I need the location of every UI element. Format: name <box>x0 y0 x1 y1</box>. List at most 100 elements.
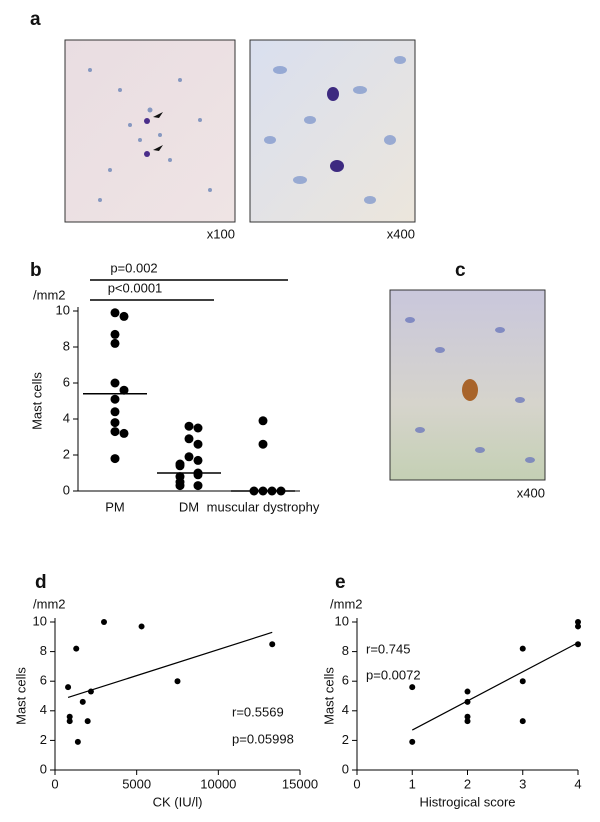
y-tick-label: 10 <box>56 302 70 317</box>
magnification: x400 <box>387 226 415 241</box>
y-tick-label: 4 <box>63 410 70 425</box>
data-point <box>110 454 120 464</box>
x-tick-label: muscular dystrophy <box>207 499 320 514</box>
y-tick-label: 2 <box>63 446 70 461</box>
data-point <box>73 645 80 652</box>
y-tick-label: 8 <box>342 643 349 658</box>
data-point <box>101 619 107 625</box>
y-tick-label: 8 <box>40 643 47 658</box>
data-point <box>66 713 73 720</box>
mast-cell <box>327 87 339 101</box>
data-point <box>119 428 129 438</box>
data-point <box>110 378 120 388</box>
panel-label: c <box>455 260 466 281</box>
y-tick-label: 10 <box>335 613 349 628</box>
y-unit: /mm2 <box>33 596 66 611</box>
micrographs <box>64 39 546 481</box>
data-point <box>519 645 526 652</box>
data-point <box>175 461 185 471</box>
cells <box>88 68 212 202</box>
data-point <box>409 738 416 745</box>
statistic: r=0.5569 <box>232 704 284 719</box>
statistic: r=0.745 <box>366 641 410 656</box>
y-unit: /mm2 <box>33 287 66 302</box>
x-tick-label: 2 <box>464 776 471 791</box>
data-point <box>575 641 581 648</box>
panel-label: d <box>35 572 47 593</box>
fit-line <box>411 642 579 731</box>
data-point <box>575 619 581 625</box>
x-tick-label: 1 <box>409 776 416 791</box>
data-point <box>175 481 185 491</box>
p-value: p<0.0001 <box>108 280 163 295</box>
data-point <box>110 394 120 404</box>
data-point <box>110 308 120 318</box>
x-tick-label: PM <box>105 499 125 514</box>
mast-cell <box>462 379 478 401</box>
y-tick-label: 6 <box>40 673 47 688</box>
y-axis-label: Mast cells <box>29 372 44 430</box>
data-point <box>174 678 181 685</box>
data-point <box>519 718 526 725</box>
data-point <box>110 338 120 348</box>
x-axis-label: CK (IU/l) <box>153 794 203 809</box>
y-tick-label: 0 <box>63 482 70 497</box>
cells <box>405 317 535 463</box>
y-tick-label: 2 <box>40 732 47 747</box>
data-point <box>464 713 471 720</box>
data-point <box>184 452 194 462</box>
y-tick-label: 8 <box>63 338 70 353</box>
data-point <box>110 407 120 417</box>
data-point <box>193 439 203 449</box>
y-tick-label: 2 <box>342 732 349 747</box>
x-tick-label: 0 <box>51 776 58 791</box>
data-point <box>258 439 268 449</box>
y-tick-label: 6 <box>63 374 70 389</box>
data-point <box>464 718 471 725</box>
panel-label: e <box>335 572 346 593</box>
data-point <box>193 455 203 465</box>
data-point <box>110 329 120 339</box>
x-tick-label: 4 <box>574 776 581 791</box>
panel-label: a <box>30 9 41 30</box>
y-tick-label: 4 <box>40 702 47 717</box>
statistic: p=0.05998 <box>232 731 294 746</box>
x-tick-label: DM <box>179 499 199 514</box>
data-point <box>110 418 120 428</box>
data-point <box>464 688 471 695</box>
y-tick-label: 0 <box>40 761 47 776</box>
data-point <box>110 427 120 437</box>
panel-label: b <box>30 260 42 281</box>
cells <box>264 56 406 204</box>
x-tick-label: 10000 <box>200 776 236 791</box>
y-unit: /mm2 <box>330 596 363 611</box>
x-tick-label: 15000 <box>282 776 318 791</box>
y-tick-label: 10 <box>33 613 47 628</box>
data-point <box>193 470 203 480</box>
x-axis-label: Histrogical score <box>419 794 515 809</box>
statistic: p=0.0072 <box>366 667 421 682</box>
data-point <box>138 623 145 630</box>
data-point <box>74 738 81 745</box>
y-axis-label: Mast cells <box>13 667 28 725</box>
y-tick-label: 6 <box>342 673 349 688</box>
data-point <box>119 311 129 321</box>
data-point <box>184 434 194 444</box>
mast-cell <box>144 151 150 157</box>
y-tick-label: 4 <box>342 702 349 717</box>
mast-cell <box>330 160 344 172</box>
data-point <box>184 421 194 431</box>
magnification: x400 <box>517 485 545 500</box>
image-x100 <box>64 39 236 223</box>
data-point <box>119 385 129 395</box>
data-point <box>79 698 86 705</box>
x-tick-label: 0 <box>353 776 360 791</box>
data-point <box>193 423 203 433</box>
data-point <box>269 641 276 648</box>
data-point <box>65 684 72 691</box>
p-value: p=0.002 <box>110 260 157 275</box>
x-tick-label: 5000 <box>122 776 151 791</box>
data-point <box>519 678 526 685</box>
data-point <box>409 684 416 691</box>
